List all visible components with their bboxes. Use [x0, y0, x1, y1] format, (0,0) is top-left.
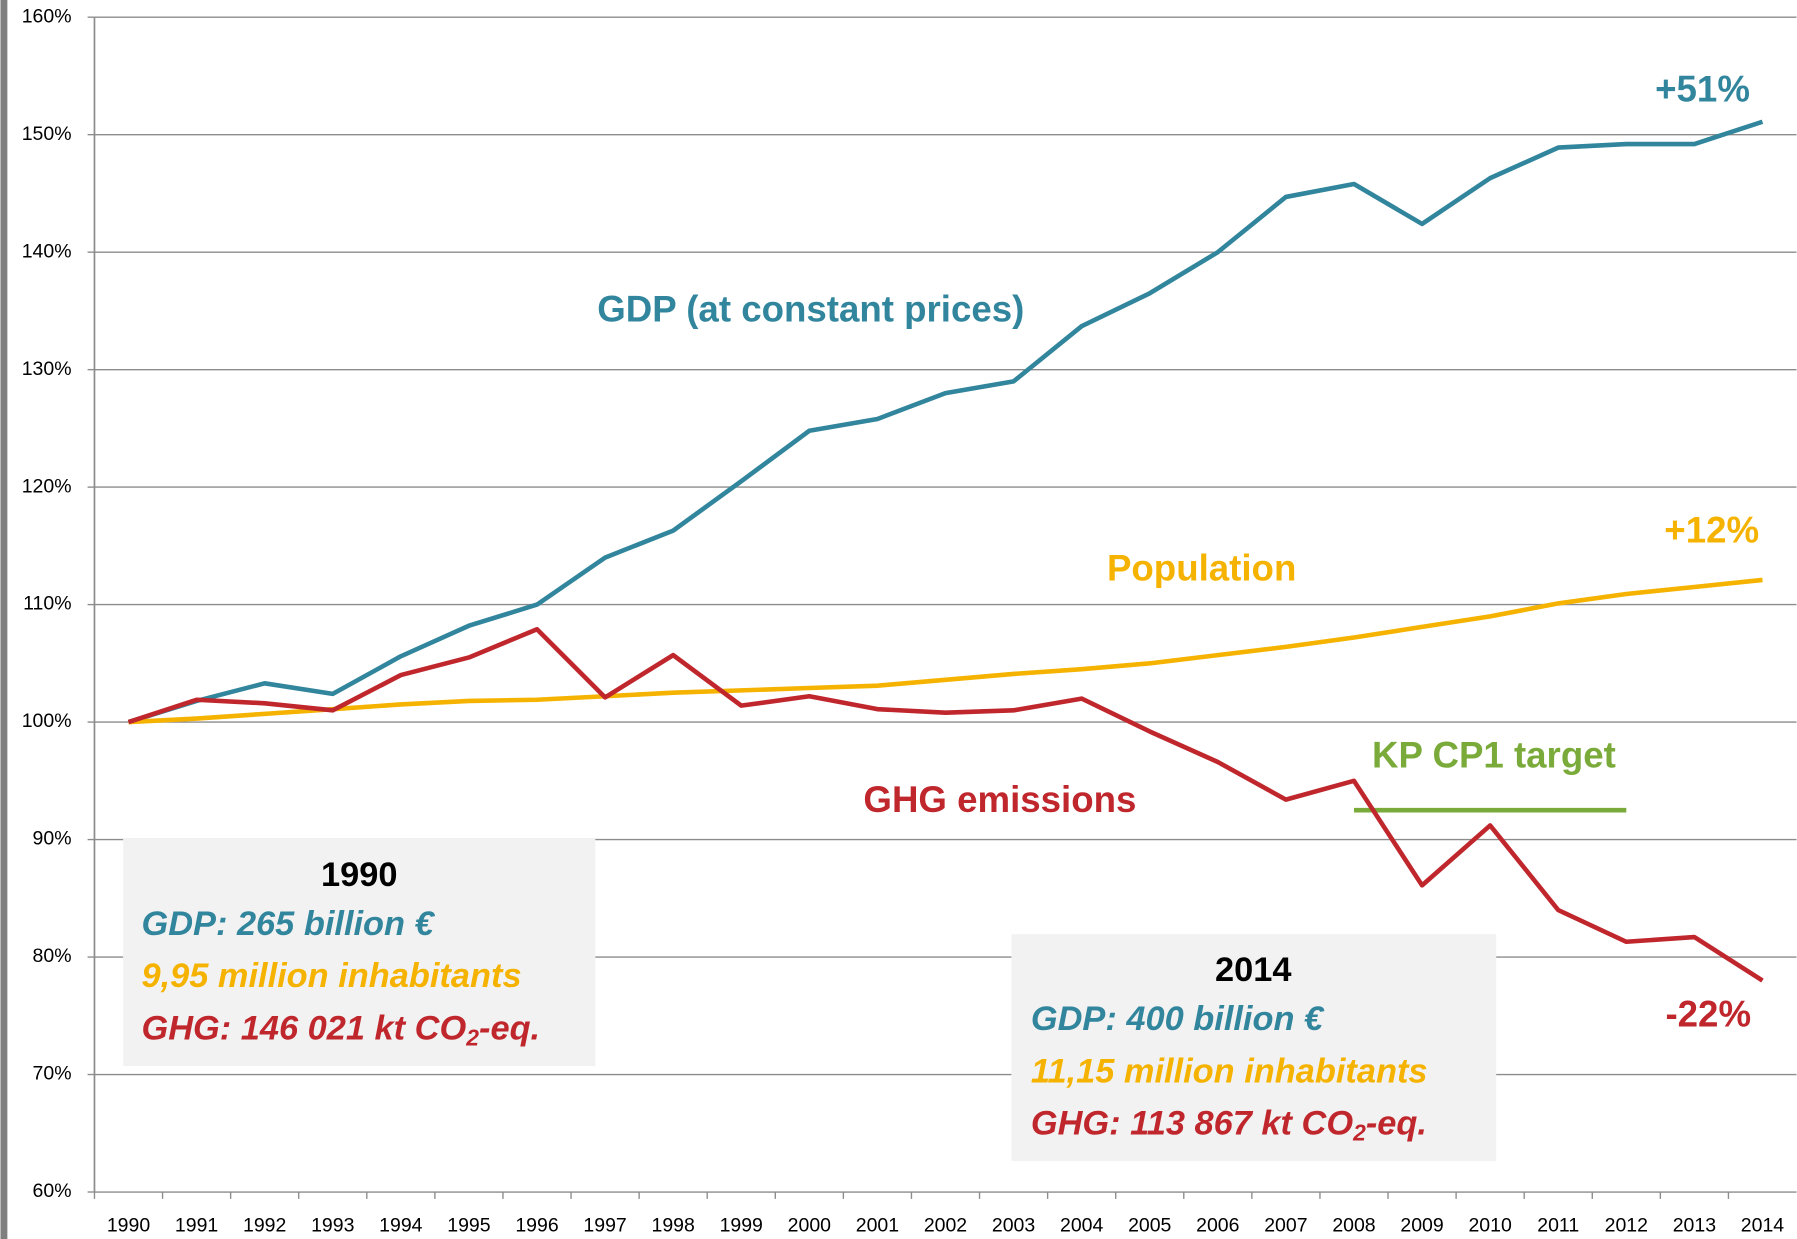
side-bar	[0, 0, 8, 1239]
y-tick-label: 160%	[22, 5, 72, 27]
x-tick-label: 2012	[1605, 1215, 1648, 1237]
box-text: -eq.	[1366, 1105, 1427, 1143]
box-year: 1990	[321, 856, 397, 894]
box-line: 11,15 million inhabitants	[1031, 1052, 1428, 1090]
box-line: GDP: 400 billion €	[1031, 1000, 1325, 1038]
y-tick-label: 70%	[33, 1063, 72, 1085]
series-line	[127, 626, 1764, 983]
x-tick-label: 1995	[447, 1215, 490, 1237]
end-label: +12%	[1664, 510, 1759, 551]
x-tick-label: 1993	[311, 1215, 354, 1237]
box-text: GHG: 113 867 kt CO	[1031, 1105, 1353, 1143]
end-label: -22%	[1665, 993, 1751, 1034]
x-tick-label: 2004	[1060, 1215, 1103, 1237]
box-line: GDP: 265 billion €	[141, 905, 435, 943]
box-text: GDP: 265 billion €	[141, 905, 435, 943]
y-tick-label: 140%	[22, 240, 72, 262]
x-tick-label: 2002	[924, 1215, 967, 1237]
x-tick-label: 1990	[107, 1215, 150, 1237]
series-label: Population	[1107, 547, 1296, 588]
series-line	[128, 577, 1763, 725]
target-label: KP CP1 target	[1372, 734, 1616, 775]
x-tick-label: 1992	[243, 1215, 286, 1237]
box-text: 9,95 million inhabitants	[141, 957, 521, 995]
x-tick-label: 2000	[788, 1215, 831, 1237]
box-line: GHG: 113 867 kt CO2-eq.	[1031, 1105, 1427, 1146]
box-text: -eq.	[479, 1009, 540, 1047]
box-year: 2014	[1215, 951, 1291, 989]
x-tick-label: 2005	[1128, 1215, 1171, 1237]
x-tick-label: 2013	[1673, 1215, 1716, 1237]
x-tick-label: 2006	[1196, 1215, 1239, 1237]
x-tick-label: 2009	[1400, 1215, 1443, 1237]
box-text: GHG: 146 021 kt CO	[141, 1009, 466, 1047]
x-tick-label: 2003	[992, 1215, 1035, 1237]
info-box	[1011, 934, 1497, 1162]
x-tick-label: 2007	[1264, 1215, 1307, 1237]
x-tick-label: 1994	[379, 1215, 422, 1237]
series-label: GHG emissions	[863, 779, 1136, 820]
info-box	[123, 838, 596, 1066]
box-text: 2	[1352, 1120, 1366, 1146]
x-tick-label: 1997	[583, 1215, 626, 1237]
y-tick-label: 120%	[22, 475, 72, 497]
y-tick-label: 80%	[33, 945, 72, 967]
box-text: GDP: 400 billion €	[1031, 1000, 1325, 1038]
x-tick-label: 2001	[856, 1215, 899, 1237]
series-label: GDP (at constant prices)	[597, 288, 1024, 329]
y-tick-label: 60%	[33, 1180, 72, 1202]
y-tick-label: 100%	[22, 710, 72, 732]
box-text: 2	[465, 1025, 479, 1051]
end-label: +51%	[1655, 68, 1750, 109]
box-line: 9,95 million inhabitants	[141, 957, 521, 995]
x-tick-label: 1996	[515, 1215, 558, 1237]
series-line	[127, 119, 1764, 725]
x-tick-label: 2011	[1537, 1215, 1579, 1237]
x-tick-label: 2010	[1468, 1215, 1511, 1237]
y-tick-label: 110%	[23, 593, 71, 615]
x-tick-label: 1999	[720, 1215, 763, 1237]
box-line: GHG: 146 021 kt CO2-eq.	[141, 1009, 540, 1050]
x-tick-label: 1991	[175, 1215, 218, 1237]
box-text: 11,15 million inhabitants	[1031, 1052, 1428, 1090]
x-tick-label: 1998	[652, 1215, 695, 1237]
y-tick-label: 90%	[33, 828, 72, 850]
y-tick-label: 130%	[22, 358, 72, 380]
x-tick-label: 2008	[1332, 1215, 1375, 1237]
y-tick-label: 150%	[22, 123, 72, 145]
x-tick-label: 2014	[1741, 1215, 1784, 1237]
